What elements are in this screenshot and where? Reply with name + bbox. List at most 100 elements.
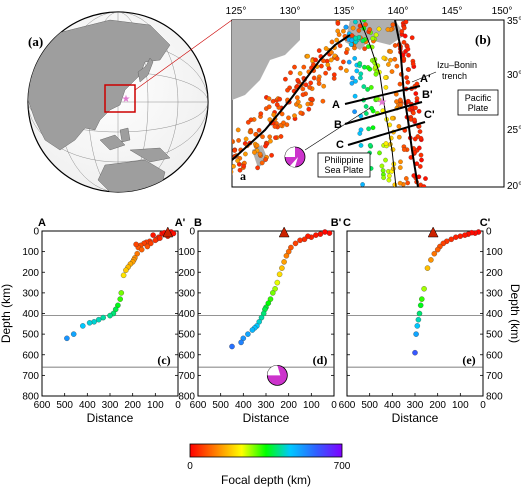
- map-quake-point: [396, 124, 402, 129]
- panel-a-label: (a): [28, 34, 43, 49]
- x-tick-label: 500: [212, 400, 229, 411]
- y-tick-label: 0: [33, 227, 39, 238]
- map-quake-point: [301, 64, 307, 70]
- panel-label: (c): [157, 353, 170, 367]
- map-quake-point: [390, 22, 396, 28]
- map-quake-point: [328, 57, 334, 63]
- map-quake-point: [286, 115, 291, 121]
- map-quake-point: [417, 164, 423, 169]
- mechanism-leader: [304, 107, 371, 151]
- mechanism-quadrant: [267, 365, 281, 376]
- map-quake-point: [268, 138, 273, 144]
- map-quake-point: [226, 167, 230, 171]
- map-quake-point: [285, 87, 290, 93]
- map-quake-point: [283, 76, 288, 82]
- panel-label: (e): [462, 353, 475, 367]
- map-quake-point: [399, 29, 405, 34]
- data-point: [70, 331, 77, 337]
- map-quake-point: [390, 166, 396, 171]
- map-quake-point: [292, 113, 297, 119]
- map-quake-point: [413, 105, 418, 111]
- map-quake-point: [259, 160, 265, 166]
- map-quake-point: [421, 184, 427, 187]
- map-quake-point: [416, 108, 422, 114]
- profile-labels: A A' B B' C C': [332, 73, 435, 151]
- map-quake-point: [397, 165, 403, 170]
- map-quake-point: [300, 92, 306, 98]
- globe-land: [28, 19, 171, 192]
- map-quake-point: [216, 174, 220, 178]
- data-point: [276, 271, 283, 278]
- data-point: [152, 237, 159, 244]
- data-point: [86, 320, 93, 326]
- map-quake-point: [222, 158, 226, 162]
- map-quake-point: [232, 138, 235, 144]
- map-quake-point: [323, 70, 328, 76]
- data-point: [431, 250, 438, 257]
- lon-tick: 145°: [442, 6, 463, 17]
- map-quake-point: [321, 58, 326, 64]
- map-quake-point: [329, 39, 335, 45]
- map-quake-point: [398, 102, 404, 108]
- data-point: [270, 290, 276, 296]
- data-point: [326, 230, 333, 236]
- map-quake-point: [281, 120, 286, 126]
- x-axis-label: Distance: [392, 411, 439, 425]
- map-quake-point: [273, 135, 278, 141]
- data-point: [421, 286, 427, 292]
- map-quake-point: [319, 63, 324, 69]
- map-quake-point: [311, 75, 317, 81]
- data-point: [100, 314, 106, 321]
- map-quake-point: [406, 52, 411, 58]
- map-quake-point: [309, 96, 315, 102]
- data-point: [148, 240, 154, 247]
- map-quake-point: [295, 99, 301, 105]
- map-quake-point: [216, 156, 220, 160]
- map-quake-point: [387, 173, 392, 179]
- map-quake-point: [363, 104, 369, 109]
- profile-end-label: A': [175, 217, 186, 229]
- data-point: [297, 237, 303, 244]
- map-quake-point: [271, 112, 277, 118]
- map-quake-point: [279, 111, 285, 117]
- map-quake-point: [350, 25, 356, 31]
- map-quake-point: [257, 151, 263, 157]
- map-quake-point: [321, 83, 327, 89]
- map-quake-point: [383, 85, 389, 90]
- data-point: [412, 349, 418, 356]
- data-point: [64, 335, 70, 342]
- pacific-plate-box: Pacific Plate: [457, 89, 499, 116]
- data-point: [249, 327, 256, 333]
- data-point: [95, 316, 102, 323]
- y-tick-label: 400: [486, 309, 503, 320]
- map-quake-point: [360, 182, 365, 187]
- data-point: [414, 323, 421, 329]
- data-point: [279, 265, 285, 271]
- data-point: [133, 241, 139, 248]
- data-point: [285, 248, 292, 255]
- data-point: [428, 257, 434, 263]
- data-point: [238, 339, 244, 346]
- y-tick-label: 100: [178, 247, 195, 258]
- map-quake-point: [388, 49, 393, 54]
- profile-end-label: B': [331, 217, 342, 229]
- map-quake-point: [274, 102, 280, 108]
- map-quake-point: [358, 75, 363, 81]
- x-tick-label: 500: [56, 400, 73, 411]
- map-quake-point: [335, 21, 341, 26]
- map-quake-point: [380, 168, 386, 173]
- profile-a-end: A': [420, 73, 431, 85]
- map-quake-point: [386, 62, 391, 67]
- map-quake-point: [252, 150, 257, 155]
- map-quake-point: [397, 81, 403, 87]
- map-quake-point: [401, 25, 407, 31]
- x-tick-label: 600: [339, 400, 356, 411]
- profile-line-c: [347, 121, 426, 146]
- profile-c-start: C: [336, 139, 344, 151]
- map-quake-point: [243, 136, 249, 142]
- map-quake-point: [297, 103, 303, 109]
- map-quake-point: [353, 20, 358, 25]
- map-quake-point: [405, 79, 411, 85]
- colorbar-title: Focal depth (km): [221, 473, 311, 487]
